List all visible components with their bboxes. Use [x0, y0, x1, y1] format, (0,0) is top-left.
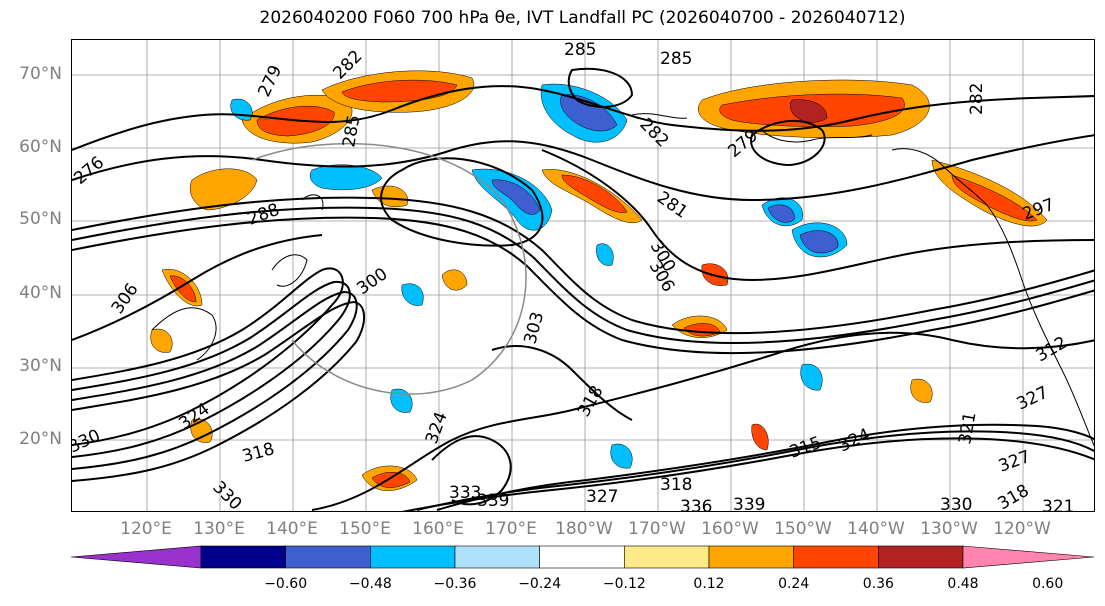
- gray-contour: [251, 142, 527, 395]
- colorbar-swatch: [370, 545, 456, 569]
- colorbar: [70, 545, 1095, 569]
- lat-label-50n: 50°N: [19, 209, 62, 229]
- lon-label-140w: 140°W: [847, 519, 905, 539]
- lon-label-120e: 120°E: [120, 519, 172, 539]
- contour-label: 318: [660, 475, 692, 495]
- colorbar-tick-label: 0.24: [778, 576, 810, 592]
- colorbar-swatch: [624, 545, 710, 569]
- contour-label: 330: [208, 477, 245, 512]
- graticule: [72, 40, 1094, 511]
- lon-label-170w: 170°W: [628, 519, 686, 539]
- contour-label: 333: [449, 483, 481, 503]
- colorbar-tick-label: −0.60: [264, 576, 308, 592]
- contour-label: 282: [635, 114, 672, 151]
- contour-label: 276: [72, 153, 108, 189]
- colorbar-swatches: [70, 545, 1095, 569]
- colorbar-swatch: [708, 545, 794, 569]
- lat-label-40n: 40°N: [19, 283, 62, 303]
- colorbar-swatch: [200, 545, 286, 569]
- colorbar-tick-label: 0.60: [1032, 576, 1064, 592]
- contour-label: 327: [1014, 383, 1052, 415]
- colorbar-tick-label: 0.36: [862, 576, 894, 592]
- lon-label-180w: 180°W: [555, 519, 613, 539]
- colorbar-tick-label: −0.36: [433, 576, 477, 592]
- contour-label: 327: [996, 447, 1033, 477]
- lon-label-150w: 150°W: [774, 519, 832, 539]
- contour-label: 339: [733, 495, 765, 512]
- contour-label: 285: [564, 40, 596, 60]
- contour-label: 282: [967, 83, 987, 115]
- colorbar-tick-label: 0.48: [947, 576, 979, 592]
- lat-label-70n: 70°N: [19, 64, 62, 84]
- theta-e-contours: [72, 67, 1094, 511]
- lon-label-150e: 150°E: [339, 519, 391, 539]
- colorbar-swatch: [285, 545, 371, 569]
- lat-label-60n: 60°N: [19, 137, 62, 157]
- contour-label: 336: [680, 497, 712, 512]
- contour-label: 318: [240, 439, 277, 467]
- colorbar-extend-low: [70, 545, 202, 569]
- contour-label: 339: [477, 491, 509, 511]
- contour-label: 303: [521, 310, 549, 347]
- contour-label: 324: [836, 425, 874, 457]
- colorbar-swatch: [878, 545, 964, 569]
- lat-label-30n: 30°N: [19, 356, 62, 376]
- contour-label: 279: [254, 62, 286, 100]
- colorbar-swatch: [539, 545, 625, 569]
- colorbar-swatch: [793, 545, 879, 569]
- contour-label: 306: [108, 280, 143, 318]
- map-panel: 285 285 282 279 285 282 279 281 282 297 …: [71, 39, 1095, 512]
- colorbar-tick-label: −0.24: [518, 576, 562, 592]
- contour-label: 330: [940, 495, 972, 512]
- colorbar-tick-label: −0.12: [602, 576, 646, 592]
- contour-label: 318: [995, 481, 1033, 512]
- pc-shading: [150, 70, 1048, 491]
- contour-label: 288: [245, 200, 282, 230]
- lon-label-130e: 130°E: [193, 519, 245, 539]
- colorbar-tick-label: −0.48: [348, 576, 392, 592]
- lat-label-20n: 20°N: [19, 429, 62, 449]
- lon-label-160w: 160°W: [701, 519, 759, 539]
- map-canvas: 285 285 282 279 285 282 279 281 282 297 …: [72, 40, 1094, 512]
- contour-label: 315: [787, 433, 824, 463]
- colorbar-swatch: [454, 545, 540, 569]
- coastlines: [151, 113, 1094, 447]
- lon-label-170e: 170°E: [485, 519, 537, 539]
- contour-label: 312: [1033, 333, 1071, 367]
- contour-label: 321: [955, 410, 980, 445]
- contour-label: 321: [1042, 497, 1074, 512]
- lon-label-130w: 130°W: [920, 519, 978, 539]
- map-title: 2026040200 F060 700 hPa θe, IVT Landfall…: [259, 8, 906, 28]
- contour-label: 297: [1020, 195, 1057, 225]
- lon-label-120w: 120°W: [993, 519, 1051, 539]
- contour-label: 300: [353, 264, 391, 299]
- contour-label: 285: [660, 49, 692, 69]
- lon-label-140e: 140°E: [266, 519, 318, 539]
- contour-label: 324: [422, 409, 452, 446]
- colorbar-extend-high: [962, 545, 1095, 569]
- lon-label-160e: 160°E: [412, 519, 464, 539]
- contour-label: 327: [586, 487, 618, 507]
- colorbar-tick-label: 0.12: [693, 576, 725, 592]
